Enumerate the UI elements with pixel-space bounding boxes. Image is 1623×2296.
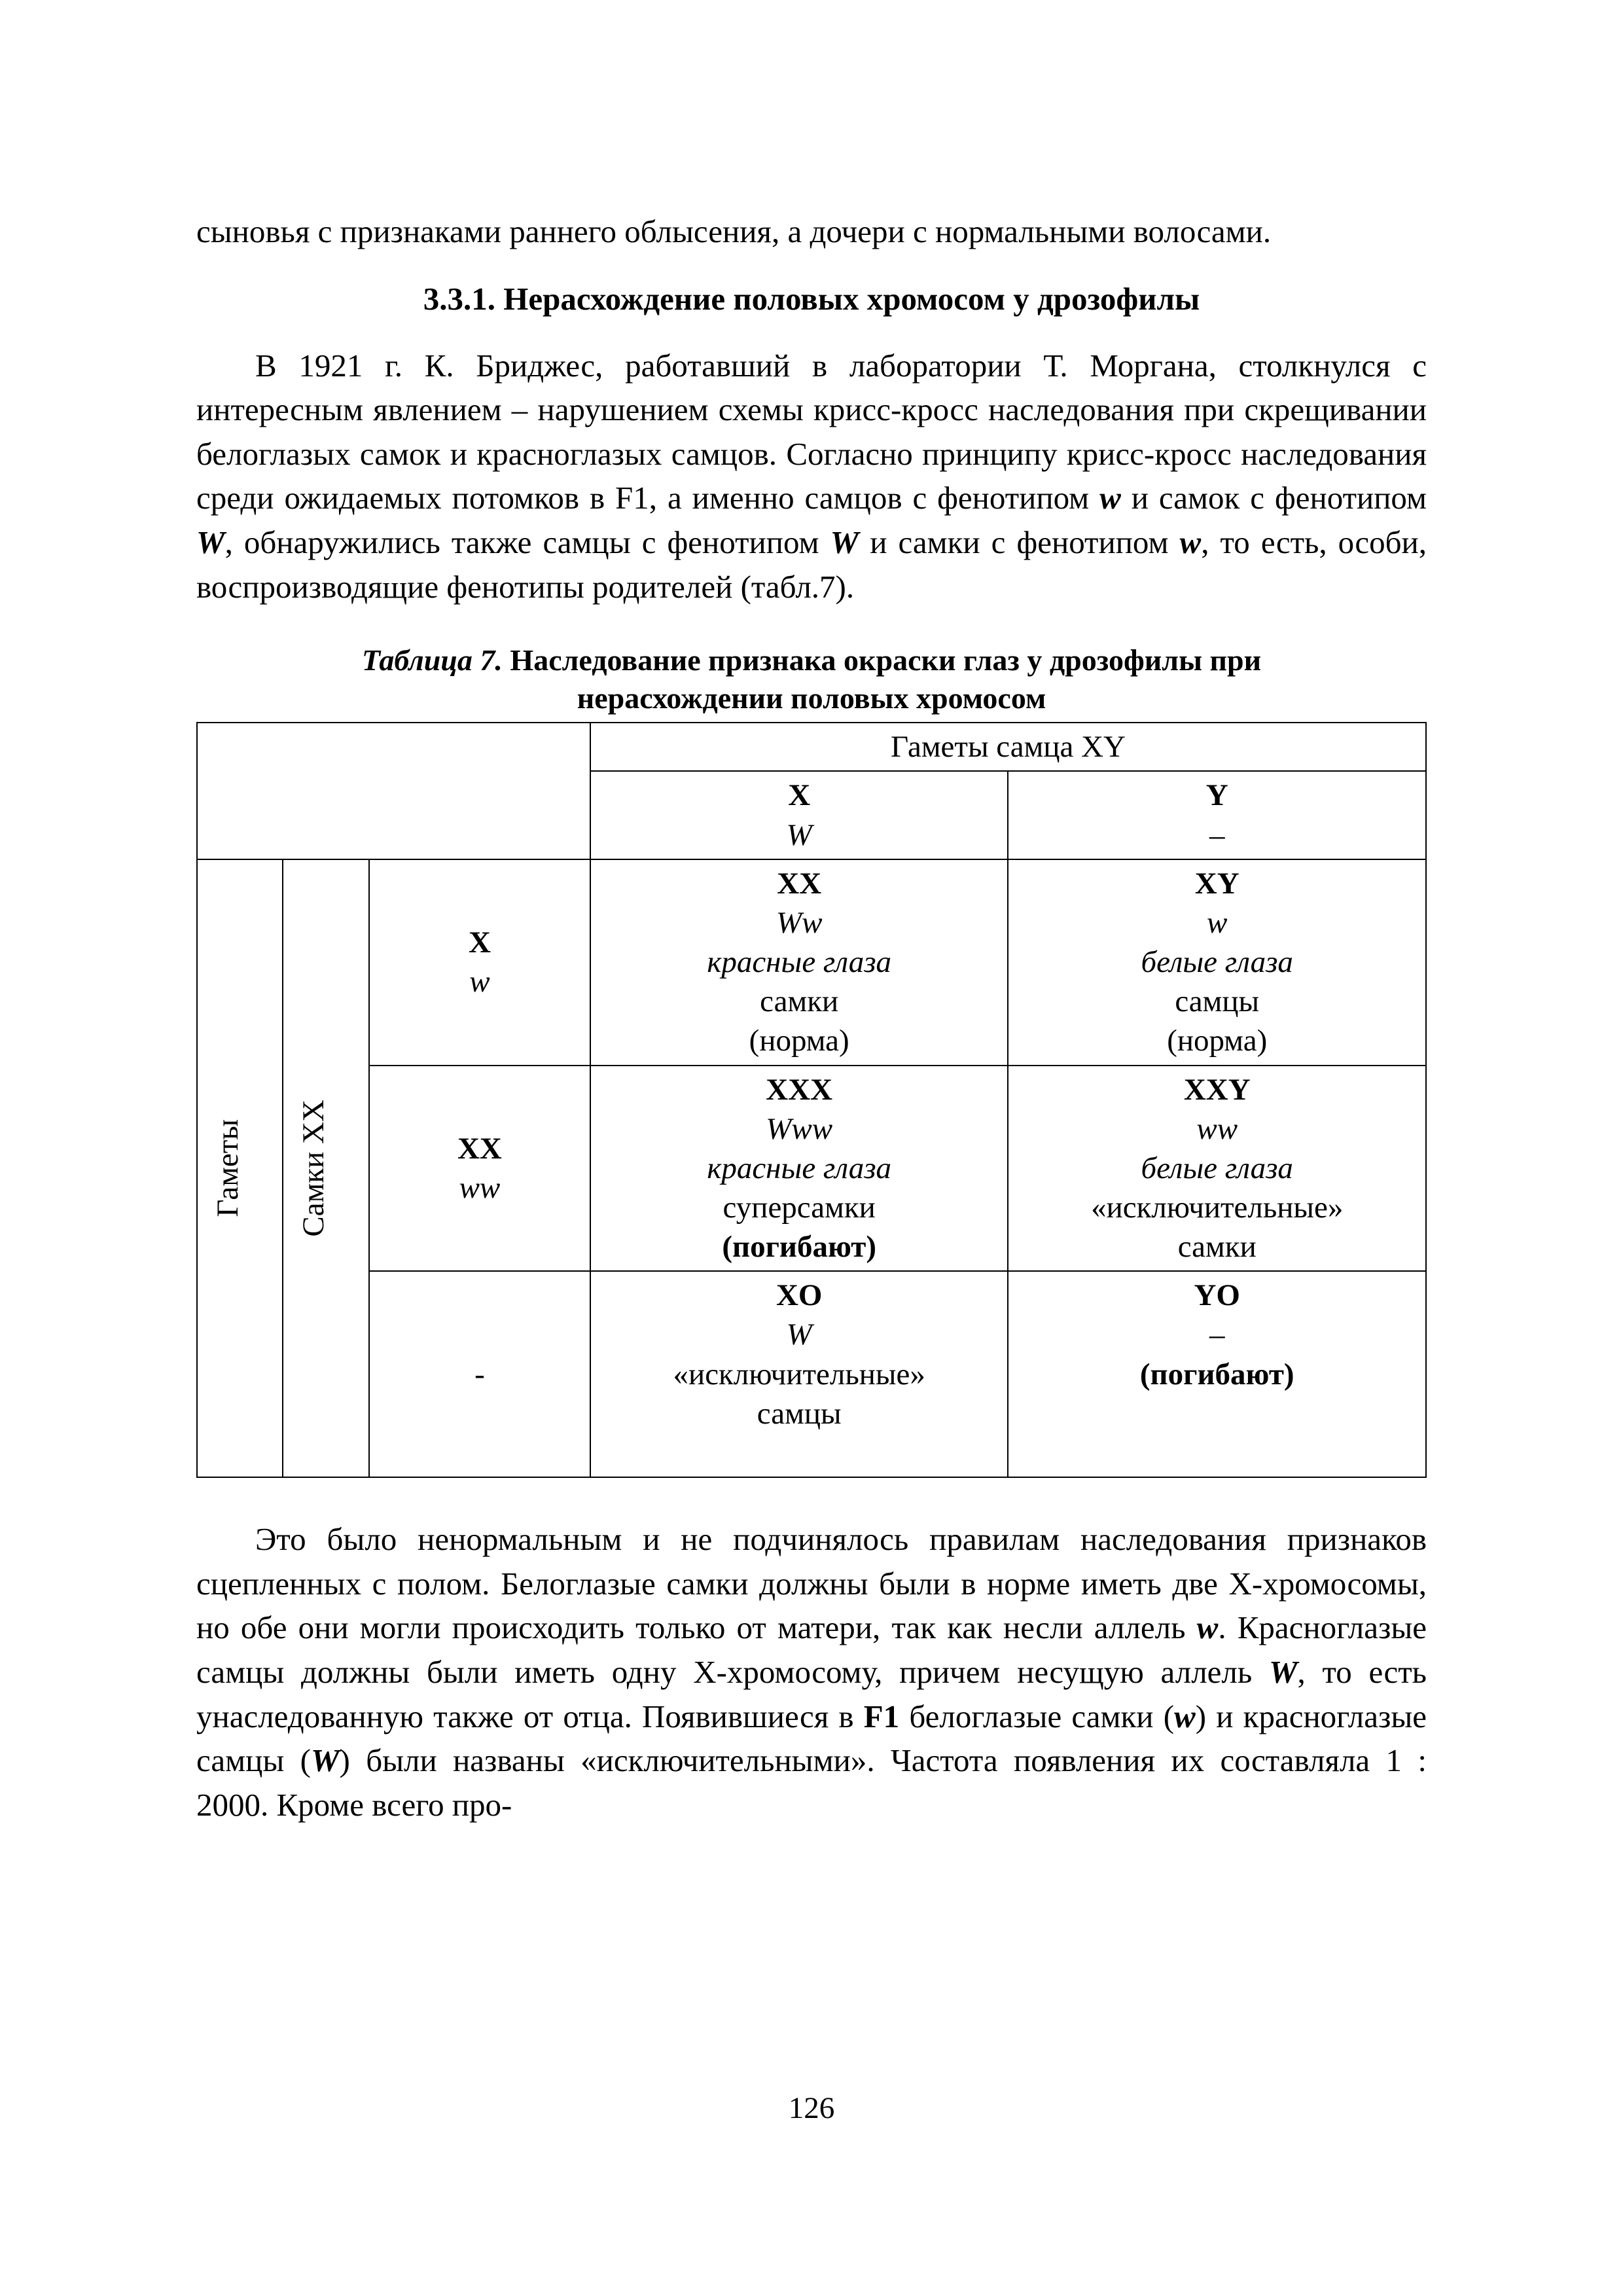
- caption-label: Таблица 7.: [362, 643, 503, 677]
- symbol-w: w: [1180, 524, 1202, 560]
- vertical-label: Самки XX: [291, 1100, 336, 1237]
- text: ww: [378, 1168, 582, 1208]
- table-caption: Таблица 7. Наследование признака окраски…: [196, 641, 1427, 717]
- text: w: [1016, 903, 1418, 942]
- symbol-W: W: [311, 1742, 340, 1778]
- text: X: [599, 776, 1000, 815]
- text: W: [599, 1315, 1000, 1354]
- table-row: XX ww XXX Www красные глаза суперсамки (…: [197, 1066, 1426, 1272]
- text: «исключительные»: [599, 1355, 1000, 1394]
- text: и самки с фенотипом: [859, 524, 1179, 560]
- text: (погибают): [1016, 1355, 1418, 1394]
- symbol-w: w: [1099, 480, 1121, 516]
- section-heading: 3.3.1. Нерасхождение половых хромосом у …: [196, 280, 1427, 317]
- row-side-females: Самки XX: [283, 859, 368, 1477]
- caption-title: Наследование признака окраски глаз у дро…: [510, 643, 1261, 677]
- row-side-gametes: Гаметы: [197, 859, 283, 1477]
- text: [1016, 1394, 1418, 1433]
- table-row: Гаметы самца XY: [197, 723, 1426, 771]
- text: суперсамки: [599, 1188, 1000, 1227]
- text: «исключительные»: [1016, 1188, 1418, 1227]
- text: белые глаза: [1016, 942, 1418, 982]
- male-gametes-header: Гаметы самца XY: [590, 723, 1426, 771]
- text: ww: [1016, 1109, 1418, 1149]
- table-row: Гаметы Самки XX X w XX Ww красные глаза …: [197, 859, 1426, 1066]
- symbol-w: w: [1197, 1609, 1219, 1645]
- text: самцы: [599, 1394, 1000, 1433]
- text: Y: [1016, 776, 1418, 815]
- text: (норма): [599, 1021, 1000, 1060]
- paragraph-top: сыновья с признаками раннего облысения, …: [196, 209, 1427, 254]
- symbol-W: W: [1269, 1654, 1298, 1690]
- page: сыновья с признаками раннего облысения, …: [0, 0, 1623, 2296]
- cell-r1c2: XY w белые глаза самцы (норма): [1008, 859, 1426, 1066]
- symbol-W: W: [196, 524, 225, 560]
- row-label-2: XX ww: [369, 1066, 590, 1272]
- symbol-w: w: [1174, 1698, 1196, 1734]
- col-header-y: Y –: [1008, 771, 1426, 859]
- text: XXX: [599, 1070, 1000, 1109]
- row-label-1: X w: [369, 859, 590, 1066]
- text: и самок с фенотипом: [1121, 480, 1427, 516]
- text: белые глаза: [1016, 1149, 1418, 1188]
- symbol-W: W: [830, 524, 859, 560]
- cell-r3c2: YO – (погибают): [1008, 1271, 1426, 1477]
- col-header-x: X W: [590, 771, 1008, 859]
- text: белоглазые самки (: [899, 1698, 1174, 1734]
- text: , обнаружились также самцы с фенотипом: [225, 524, 830, 560]
- text: самцы: [1016, 982, 1418, 1021]
- text: –: [1016, 816, 1418, 855]
- text: ) были названы «исключительными». Частот…: [196, 1742, 1427, 1823]
- vertical-label: Гаметы: [205, 1119, 250, 1217]
- paragraph-1: В 1921 г. К. Бриджес, работавший в лабор…: [196, 344, 1427, 609]
- text: w: [378, 962, 582, 1001]
- caption-title: нерасхождении половых хромосом: [577, 681, 1046, 715]
- cell-r2c1: XXX Www красные глаза суперсамки (погиба…: [590, 1066, 1008, 1272]
- page-number: 126: [0, 2090, 1623, 2126]
- text: XX: [378, 1129, 582, 1168]
- text: YO: [1016, 1276, 1418, 1315]
- text: (норма): [1016, 1021, 1418, 1060]
- text: XY: [1016, 864, 1418, 903]
- text: –: [1016, 1315, 1418, 1354]
- text: красные глаза: [599, 942, 1000, 982]
- text: X: [378, 923, 582, 962]
- text: (погибают): [599, 1227, 1000, 1266]
- text: Www: [599, 1109, 1000, 1149]
- paragraph-2: Это было ненормальным и не подчинялось п…: [196, 1517, 1427, 1827]
- text: самки: [1016, 1227, 1418, 1266]
- text: XXY: [1016, 1070, 1418, 1109]
- text: [599, 1433, 1000, 1473]
- symbol-F1: F1: [864, 1698, 899, 1734]
- text: W: [599, 816, 1000, 855]
- cell-r3c1: XO W «исключительные» самцы: [590, 1271, 1008, 1477]
- table-row: - XO W «исключительные» самцы YO – (поги…: [197, 1271, 1426, 1477]
- text: красные глаза: [599, 1149, 1000, 1188]
- blank-cell: [197, 723, 590, 859]
- text: самки: [599, 982, 1000, 1021]
- cell-r2c2: XXY ww белые глаза «исключительные» самк…: [1008, 1066, 1426, 1272]
- row-label-3: -: [369, 1271, 590, 1477]
- text: Ww: [599, 903, 1000, 942]
- text: XO: [599, 1276, 1000, 1315]
- text: XX: [599, 864, 1000, 903]
- genetics-table: Гаметы самца XY X W Y – Гаметы Самки XX …: [196, 722, 1427, 1478]
- cell-r1c1: XX Ww красные глаза самки (норма): [590, 859, 1008, 1066]
- text: [1016, 1433, 1418, 1473]
